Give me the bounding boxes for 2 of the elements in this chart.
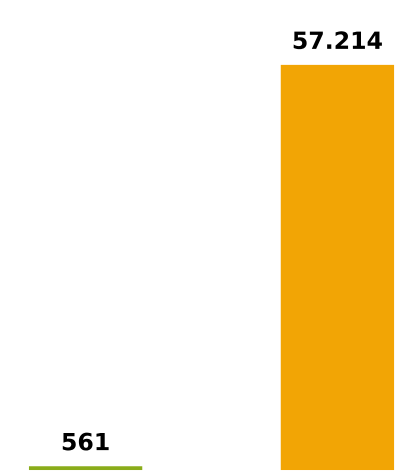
data-label: 561 [62,432,109,450]
data-label: 57.214 [294,31,382,50]
